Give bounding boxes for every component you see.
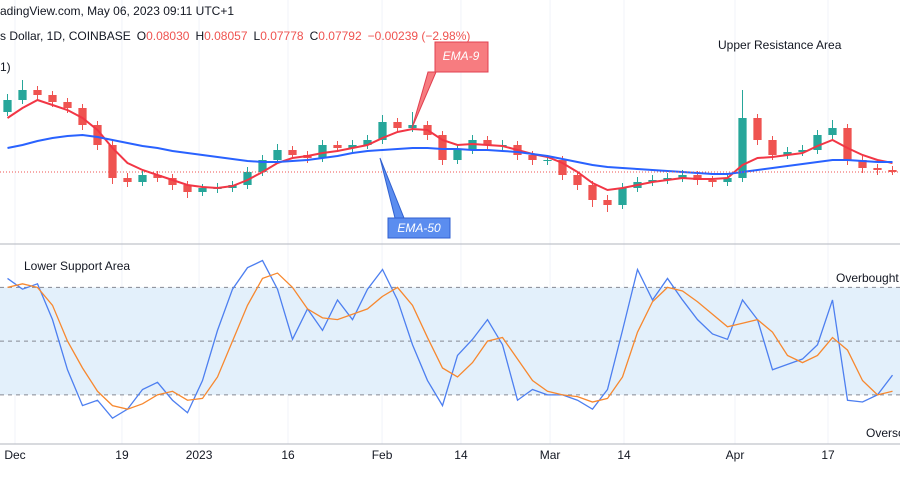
x-tick-label: 14 — [454, 448, 468, 462]
ohlc-value: 0.07778 — [260, 29, 304, 43]
candle-body — [48, 95, 57, 102]
grid — [0, 0, 900, 444]
header-symbol: s Dollar, 1D, COINBASE O0.08030 H0.08057 L0… — [0, 29, 470, 43]
candle-body — [813, 135, 822, 150]
ema50-label: EMA-50 — [397, 221, 441, 235]
candle-body — [618, 188, 627, 205]
candle-body — [33, 90, 42, 95]
x-tick-label: 2023 — [186, 448, 213, 462]
candle-body — [573, 175, 582, 185]
candle-body — [198, 188, 207, 192]
candle-body — [783, 152, 792, 155]
plot-area — [0, 80, 900, 419]
header-source: adingView.com, May 06, 2023 09:11 UTC+1 — [0, 4, 234, 18]
candle-body — [543, 160, 552, 161]
ema-line — [6, 98, 893, 192]
candle-body — [138, 175, 147, 182]
candle-body — [798, 150, 807, 152]
ohlc-value: 0.08030 — [146, 29, 190, 43]
candle-body — [243, 172, 252, 185]
symbol: s Dollar, 1D, COINBASE — [0, 29, 131, 43]
candle-body — [858, 160, 867, 168]
ohlc-value: 0.07792 — [318, 29, 362, 43]
candle-body — [348, 145, 357, 148]
candle-body — [453, 150, 462, 160]
candle-body — [123, 178, 132, 182]
candle-body — [708, 180, 717, 182]
x-tick-label: 19 — [115, 448, 129, 462]
x-tick-label: Feb — [372, 448, 393, 462]
candle-body — [18, 90, 27, 100]
candle-body — [678, 175, 687, 178]
stoch-line — [7, 272, 893, 410]
x-tick-label: 16 — [281, 448, 295, 462]
x-tick-label: 14 — [617, 448, 631, 462]
annotation: Upper Resistance Area — [718, 38, 842, 52]
candle-body — [588, 185, 597, 200]
ohlc-key: C — [310, 29, 319, 43]
candle-body — [753, 118, 762, 140]
candle-body — [438, 135, 447, 160]
candle-body — [723, 178, 732, 182]
candle-body — [363, 140, 372, 145]
candle-body — [738, 118, 747, 178]
candle-body — [378, 122, 387, 140]
ema9-callout — [411, 41, 489, 129]
candle-body — [288, 150, 297, 155]
x-tick-label: Apr — [726, 448, 745, 462]
oversold-label: Oversold — [866, 426, 900, 440]
candle-body — [273, 150, 282, 160]
candle-body — [603, 200, 612, 205]
x-tick-label: Mar — [540, 448, 561, 462]
candle-body — [888, 170, 897, 172]
candle-body — [258, 160, 267, 172]
candle-body — [333, 145, 342, 148]
ema9-label: EMA-9 — [443, 49, 480, 63]
candle-body — [63, 102, 72, 108]
candle-body — [168, 178, 177, 185]
candle-body — [153, 175, 162, 178]
ema50-callout — [379, 157, 451, 239]
ohlc-key: H — [195, 29, 204, 43]
candle-body — [78, 108, 87, 125]
candle-body — [873, 168, 882, 170]
candle-body — [483, 140, 492, 145]
candle-body — [183, 185, 192, 192]
overbought-label: Overbought — [836, 271, 899, 285]
candle-body — [3, 100, 12, 112]
ohlc-key: O — [137, 29, 146, 43]
candle-body — [558, 160, 567, 175]
candle-body — [843, 128, 852, 160]
ohlc-key: L — [254, 29, 261, 43]
candle-body — [393, 122, 402, 128]
candle-body — [93, 125, 102, 145]
stoch-line — [7, 259, 894, 419]
x-tick-label: Dec — [4, 448, 25, 462]
x-tick-label: 17 — [821, 448, 835, 462]
candle-body — [768, 140, 777, 155]
annotation: Lower Support Area — [24, 259, 130, 273]
corner-label: 1) — [0, 60, 11, 74]
candle-body — [318, 145, 327, 158]
candle-body — [693, 175, 702, 180]
ohlc-value: 0.08057 — [204, 29, 248, 43]
candle-body — [108, 145, 117, 178]
candle-body — [828, 128, 837, 135]
change: −0.00239 (−2.98%) — [368, 29, 471, 43]
candle-body — [528, 155, 537, 160]
